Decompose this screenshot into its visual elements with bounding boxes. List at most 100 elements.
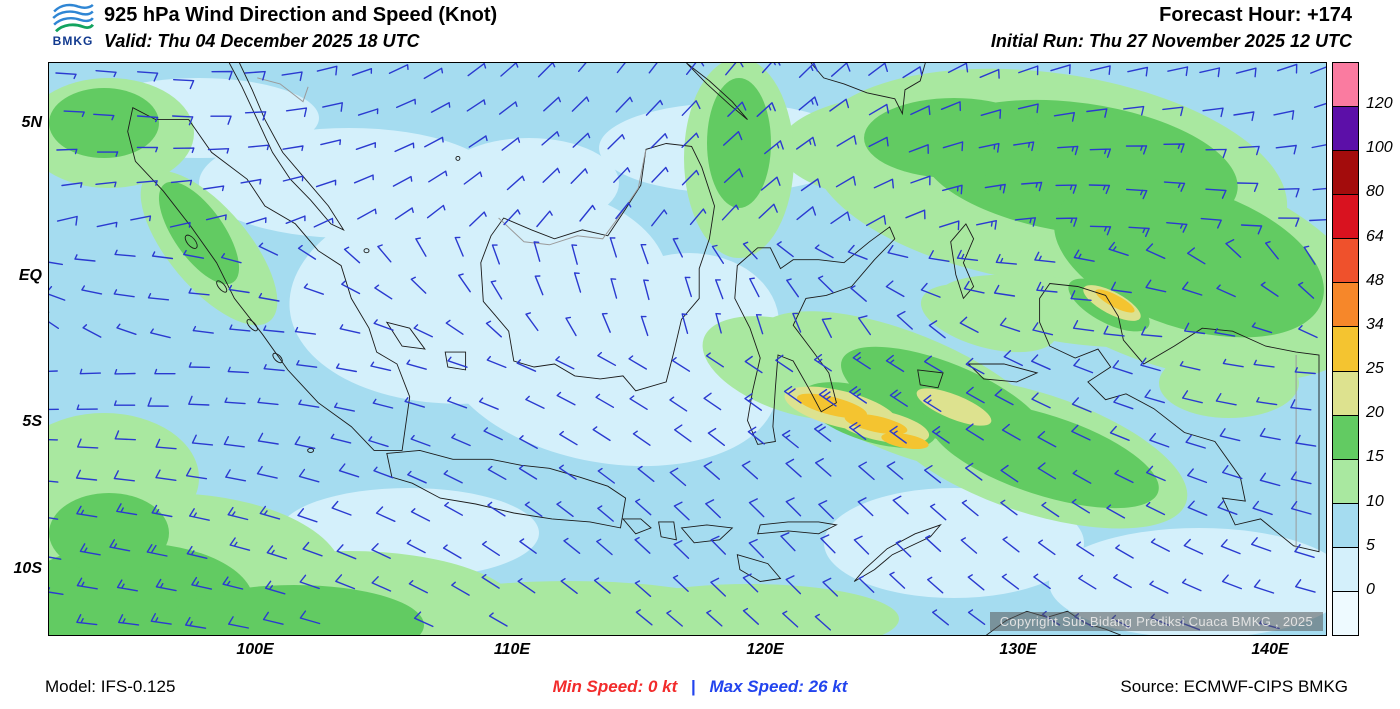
wind-barb	[299, 610, 321, 625]
coastline	[950, 223, 975, 300]
wind-barb	[742, 607, 759, 625]
wind-barb	[1310, 66, 1326, 74]
speed-fill-blob	[1159, 348, 1299, 418]
wind-barb	[518, 465, 538, 480]
wind-barb	[786, 278, 799, 298]
wind-barb	[1113, 394, 1134, 410]
wind-barb	[1070, 290, 1092, 301]
wind-barb	[517, 578, 536, 594]
wind-barb	[798, 63, 819, 78]
wind-barb	[1290, 501, 1312, 515]
wind-barb	[1290, 399, 1312, 411]
wind-barb	[394, 142, 415, 153]
wind-barb	[524, 501, 543, 517]
wind-barb	[423, 67, 444, 80]
wind-barb	[689, 208, 707, 226]
wind-barb	[207, 148, 230, 154]
wind-barb	[673, 501, 690, 521]
wind-barb	[1033, 573, 1051, 590]
wind-barb	[725, 63, 744, 76]
wind-barb	[519, 435, 538, 449]
wind-barb	[980, 109, 1002, 119]
wind-barb	[49, 261, 63, 266]
wind-barb	[334, 402, 355, 412]
wind-barb	[96, 151, 119, 157]
wind-barb	[211, 70, 233, 81]
wind-barb	[221, 253, 242, 264]
wind-barb	[1181, 281, 1203, 296]
wind-barb	[1000, 464, 1019, 483]
wind-barb	[374, 284, 393, 300]
wind-barb	[136, 115, 159, 123]
small-island	[363, 248, 370, 254]
wind-barb	[294, 326, 316, 335]
wind-barb	[205, 214, 227, 221]
colorbar-segment	[1333, 546, 1358, 591]
wind-barb	[705, 352, 724, 368]
speed-fill-blob	[920, 283, 1058, 353]
wind-barb	[1217, 500, 1238, 515]
wind-barb	[615, 96, 633, 113]
wind-barb	[960, 537, 978, 554]
lat-tick-label: 10S	[13, 560, 42, 577]
wind-barb	[629, 395, 648, 410]
wind-barb	[95, 181, 117, 188]
wind-barb	[377, 244, 392, 263]
wind-barb	[858, 315, 871, 336]
wind-barb	[114, 249, 136, 257]
wind-barb	[703, 392, 722, 411]
wind-barb	[783, 385, 802, 404]
speed-fill-blob	[49, 88, 159, 158]
wind-barb	[137, 71, 159, 82]
wind-barb	[407, 470, 427, 484]
coastline	[917, 369, 944, 389]
colorbar-tick-label: 80	[1366, 183, 1384, 201]
wind-barb	[468, 135, 488, 148]
coastline	[734, 226, 896, 445]
coastline	[757, 521, 838, 535]
wind-barb	[1251, 322, 1273, 334]
wind-barb	[339, 324, 361, 334]
wind-barb	[256, 465, 278, 479]
wind-barb	[1183, 538, 1204, 555]
wind-barb	[792, 312, 802, 333]
wind-barb	[191, 576, 213, 590]
wind-barb	[1312, 187, 1326, 191]
wind-barb	[298, 468, 320, 483]
wind-barb	[1146, 465, 1166, 482]
wind-barb	[404, 397, 425, 408]
wind-barb	[1149, 580, 1169, 594]
wind-barb	[155, 469, 177, 481]
wind-barb	[610, 278, 618, 299]
wind-barb	[188, 395, 210, 406]
wind-barb	[371, 543, 391, 559]
wind-barb	[1313, 102, 1326, 108]
wind-barb	[967, 609, 986, 625]
wind-barb	[1233, 111, 1255, 122]
chart-title: 925 hPa Wind Direction and Speed (Knot)	[104, 4, 498, 26]
wind-barb	[756, 102, 776, 117]
wind-barb	[723, 168, 744, 184]
wind-barb	[1215, 393, 1237, 406]
wind-barb	[516, 359, 537, 372]
wind-barb	[244, 111, 267, 121]
wind-barb	[222, 576, 244, 590]
colorbar-segment	[1333, 414, 1358, 459]
wind-barb	[155, 438, 177, 450]
initial-run-label: Initial Run: Thu 27 November 2025 12 UTC	[990, 31, 1352, 51]
speed-separator: |	[690, 677, 696, 696]
wind-barb	[1031, 354, 1051, 370]
wind-barb	[715, 279, 724, 300]
wind-barb	[821, 317, 832, 338]
colorbar-segment	[1333, 150, 1358, 195]
wind-barb	[831, 63, 851, 77]
wind-barb	[601, 312, 611, 333]
colorbar-segment	[1333, 106, 1358, 151]
wind-barb	[1113, 574, 1132, 589]
wind-barb	[147, 397, 169, 407]
wind-barb	[147, 293, 170, 301]
wind-barb	[669, 396, 688, 412]
wind-barb	[850, 285, 867, 302]
wind-barb	[1114, 469, 1134, 484]
speed-fill-blob	[158, 181, 240, 285]
